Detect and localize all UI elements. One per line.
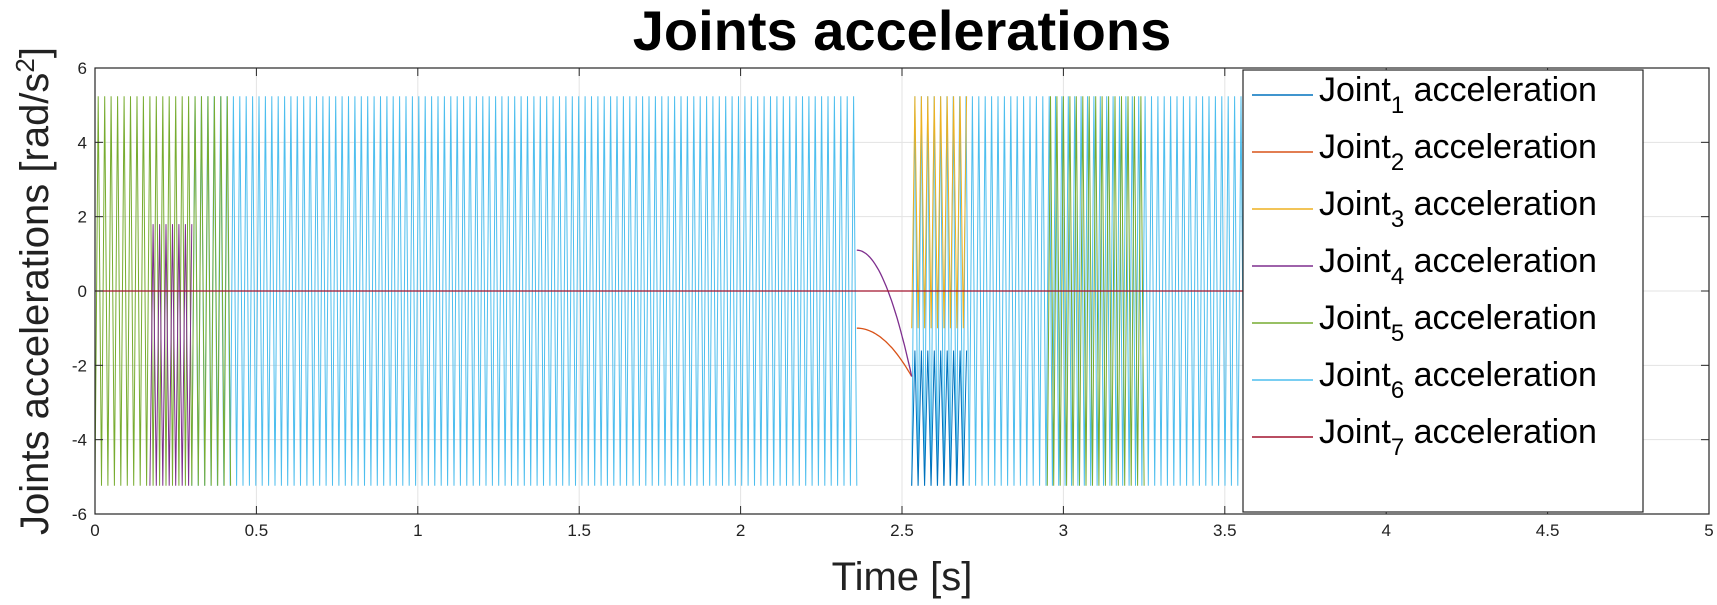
y-tick-label: -4 xyxy=(72,431,87,450)
series-line-joint-2 xyxy=(856,327,913,377)
legend-item: Joint6 acceleration xyxy=(1319,356,1597,404)
x-tick-label: 3.5 xyxy=(1213,521,1237,540)
series-line-joint-5 xyxy=(1046,96,1145,486)
legend-item: Joint5 acceleration xyxy=(1319,299,1597,347)
x-tick-label: 5 xyxy=(1704,521,1713,540)
x-tick-label: 3 xyxy=(1059,521,1068,540)
y-axis-label-end: ] xyxy=(13,47,57,58)
legend-item: Joint2 acceleration xyxy=(1319,128,1597,176)
y-tick-label: 0 xyxy=(78,282,87,301)
x-tick-label: 2.5 xyxy=(890,521,914,540)
y-axis-label: Joints accelerations [rad/s2] xyxy=(10,47,57,535)
x-tick-label: 0.5 xyxy=(245,521,269,540)
y-axis-label-sup: 2 xyxy=(10,58,40,72)
y-tick-label: 2 xyxy=(78,208,87,227)
legend-item: Joint1 acceleration xyxy=(1319,71,1597,119)
legend-box xyxy=(1242,69,1644,513)
legend-item: Joint4 acceleration xyxy=(1319,242,1597,290)
x-tick-label: 1 xyxy=(413,521,422,540)
axis-ticks: 0 0.5 1 1.5 2 2.5 3 3.5 4 4.5 5 -6 -4 -2 0 2 4 6 xyxy=(72,59,1714,540)
series-line-joint-5 xyxy=(95,96,232,486)
series-layer xyxy=(95,96,1245,486)
x-tick-label: 2 xyxy=(736,521,745,540)
y-tick-label: -6 xyxy=(72,505,87,524)
x-tick-label: 4 xyxy=(1381,521,1390,540)
series-line-joint-3 xyxy=(911,96,968,329)
series-line-joint-1 xyxy=(911,350,968,486)
y-tick-label: 6 xyxy=(78,59,87,78)
legend-item: Joint3 acceleration xyxy=(1319,185,1597,233)
series-line-joint-6 xyxy=(191,96,858,486)
x-tick-label: 4.5 xyxy=(1536,521,1560,540)
series-line-joint-6 xyxy=(911,96,1245,486)
y-tick-label: -2 xyxy=(72,356,87,375)
x-tick-label: 1.5 xyxy=(567,521,591,540)
y-axis-label-main: Joints accelerations [rad/s xyxy=(13,73,57,535)
chart-title: Joints accelerations xyxy=(633,0,1171,62)
y-tick-label: 4 xyxy=(78,133,87,152)
x-tick-label: 0 xyxy=(90,521,99,540)
legend-item: Joint7 acceleration xyxy=(1319,413,1597,461)
legend: Joint1 acceleration Joint2 acceleration Jo… xyxy=(1242,69,1644,513)
series-line-joint-4 xyxy=(149,224,193,486)
x-axis-label: Time [s] xyxy=(832,555,973,599)
series-line-joint-4 xyxy=(856,249,913,377)
